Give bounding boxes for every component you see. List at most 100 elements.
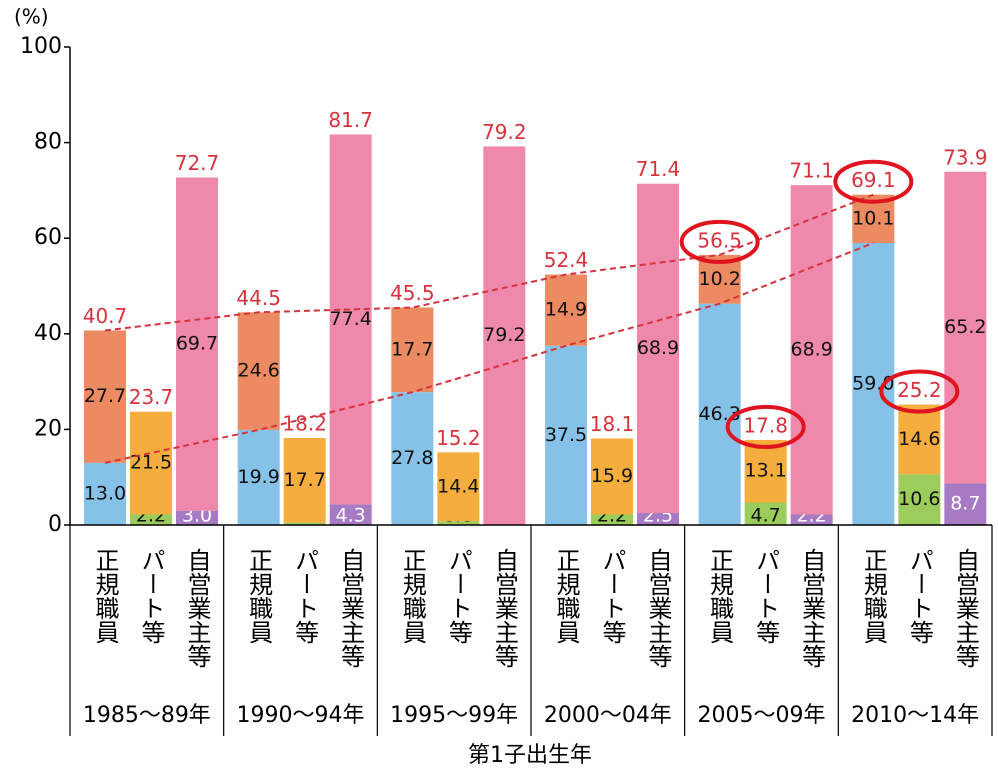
total-label: 25.2 (897, 378, 942, 402)
segment-label: 14.6 (898, 428, 940, 450)
segment-label: 27.8 (391, 447, 433, 469)
total-label: 23.7 (129, 385, 174, 409)
bar-segment (176, 177, 218, 511)
group-label: 2005〜09年 (698, 703, 826, 728)
bar-segment (898, 404, 941, 475)
bar-segment (176, 510, 218, 525)
segment-label: 8.7 (950, 493, 980, 515)
y-tick-label: 20 (34, 416, 62, 441)
bar-segment (944, 171, 987, 484)
group-label: 1985〜89年 (83, 703, 211, 728)
segment-label: 4.7 (751, 505, 781, 527)
total-label: 72.7 (175, 151, 220, 175)
segment-label: 27.7 (84, 385, 126, 407)
y-tick-label: 40 (34, 321, 62, 346)
category-label: 自営業主等 (644, 548, 672, 668)
bar-segment (790, 514, 833, 525)
group-label: 1990〜94年 (237, 703, 365, 728)
group-label: 2010〜14年 (851, 703, 979, 728)
category-label: 自営業主等 (183, 548, 211, 668)
total-label: 15.2 (436, 426, 481, 450)
category-label: 正規職員 (552, 548, 580, 644)
total-label: 18.2 (282, 412, 327, 436)
segment-label: 24.6 (238, 360, 280, 382)
segment-label: 14.4 (437, 475, 479, 497)
category-label: パート等 (137, 548, 165, 644)
bar-segment (437, 452, 480, 522)
total-label: 45.5 (390, 281, 435, 305)
bar-segment (852, 242, 895, 526)
bar-segment (84, 462, 126, 525)
y-tick-label: 0 (48, 512, 62, 537)
total-label: 18.1 (590, 412, 635, 436)
bar-segment (790, 185, 833, 515)
segment-label: 21.5 (130, 452, 172, 474)
bar-segment (591, 514, 633, 525)
bar-segment (283, 522, 326, 525)
segment-label: 68.9 (637, 337, 679, 359)
segment-label: 17.7 (391, 338, 433, 360)
segment-label: 69.7 (176, 333, 218, 355)
segment-label: 79.2 (483, 324, 525, 346)
segment-label: 37.5 (545, 424, 587, 446)
segment-label: 68.9 (791, 338, 833, 360)
category-label: パート等 (444, 548, 472, 644)
bar-segment (237, 312, 280, 430)
highlight-circle (679, 219, 760, 264)
total-label: 71.1 (789, 159, 834, 183)
segment-label: 13.0 (84, 482, 126, 504)
total-label: 71.4 (636, 157, 681, 181)
bar-segment (437, 521, 480, 525)
bar-segment (744, 439, 787, 503)
x-axis-label: 第1子出生年 (468, 743, 592, 768)
segment-label: 10.1 (852, 207, 894, 229)
category-label: 自営業主等 (798, 548, 826, 668)
segment-label: 10.6 (898, 488, 940, 510)
bar-segment (898, 474, 941, 525)
category-label: パート等 (291, 548, 319, 644)
bar-segment (84, 330, 126, 463)
total-label: 40.7 (83, 304, 128, 328)
category-label: パート等 (752, 548, 780, 644)
total-label: 56.5 (697, 228, 742, 252)
bar-segment (283, 438, 326, 523)
total-label: 44.5 (236, 286, 281, 310)
y-tick-label: 60 (34, 225, 62, 250)
category-label: 自営業主等 (951, 548, 979, 668)
bar-segment (391, 392, 434, 525)
total-label: 69.1 (851, 168, 896, 192)
highlight-circle (725, 404, 806, 449)
category-label: 正規職員 (398, 548, 426, 644)
segment-label: 77.4 (330, 308, 372, 330)
category-label: パート等 (905, 548, 933, 644)
category-label: 正規職員 (91, 548, 119, 644)
category-label: 正規職員 (245, 548, 273, 644)
highlight-circle (879, 369, 960, 414)
total-label: 73.9 (943, 145, 988, 169)
total-label: 17.8 (743, 413, 788, 437)
bar-segment (744, 502, 787, 525)
category-label: 自営業主等 (490, 548, 518, 668)
category-label: パート等 (598, 548, 626, 644)
total-label: 79.2 (482, 120, 527, 144)
category-label: 自営業主等 (337, 548, 365, 668)
y-tick-label: 80 (34, 130, 62, 155)
segment-label: 10.2 (699, 268, 741, 290)
trend-line (104, 242, 874, 464)
group-label: 1995〜99年 (390, 703, 518, 728)
bar-segment (391, 307, 434, 393)
y-tick-label: 100 (20, 34, 62, 59)
segment-label: 4.3 (336, 505, 366, 527)
segment-label: 14.9 (545, 299, 587, 321)
bar-segment (329, 504, 372, 525)
bar-segment (637, 183, 679, 514)
bar-segment (545, 345, 587, 525)
bar-segment (637, 513, 679, 525)
total-label: 81.7 (328, 108, 373, 132)
bar-segment (545, 274, 587, 346)
segment-label: 65.2 (944, 316, 986, 338)
bar-segment (483, 146, 526, 525)
category-label: 正規職員 (859, 548, 887, 644)
total-label: 52.4 (544, 248, 589, 272)
